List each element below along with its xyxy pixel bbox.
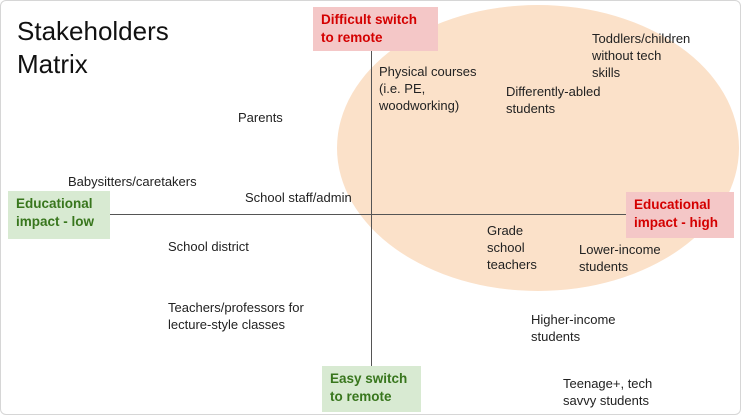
stakeholder-parents: Parents	[238, 110, 283, 125]
stakeholder-lower-income: Lower-income students	[579, 242, 661, 274]
matrix-title: Stakeholders Matrix	[17, 16, 169, 79]
axis-label-impact-high: Educational impact - high	[626, 192, 734, 238]
stakeholder-physical-courses: Physical courses (i.e. PE, woodworking)	[379, 64, 477, 113]
stakeholder-higher-income: Higher-income students	[531, 312, 616, 344]
high-impact-highlight-ellipse	[337, 5, 739, 291]
stakeholder-school-staff: School staff/admin	[245, 190, 352, 205]
stakeholder-lecture-teachers: Teachers/professors for lecture-style cl…	[168, 300, 304, 332]
vertical-axis-line	[371, 33, 372, 367]
stakeholder-grade-school-teachers: Grade school teachers	[487, 223, 537, 272]
stakeholder-teenage: Teenage+, tech savvy students	[563, 376, 653, 408]
stakeholder-babysitters: Babysitters/caretakers	[68, 174, 197, 189]
axis-label-impact-low: Educational impact - low	[8, 191, 110, 239]
axis-label-difficult-switch: Difficult switch to remote	[313, 7, 438, 51]
stakeholder-differently-abled: Differently-abled students	[506, 84, 601, 116]
horizontal-axis-line	[109, 214, 629, 215]
stakeholder-toddlers: Toddlers/children without tech skills	[592, 31, 691, 80]
stakeholder-school-district: School district	[168, 239, 249, 254]
axis-label-easy-switch: Easy switch to remote	[322, 366, 421, 412]
